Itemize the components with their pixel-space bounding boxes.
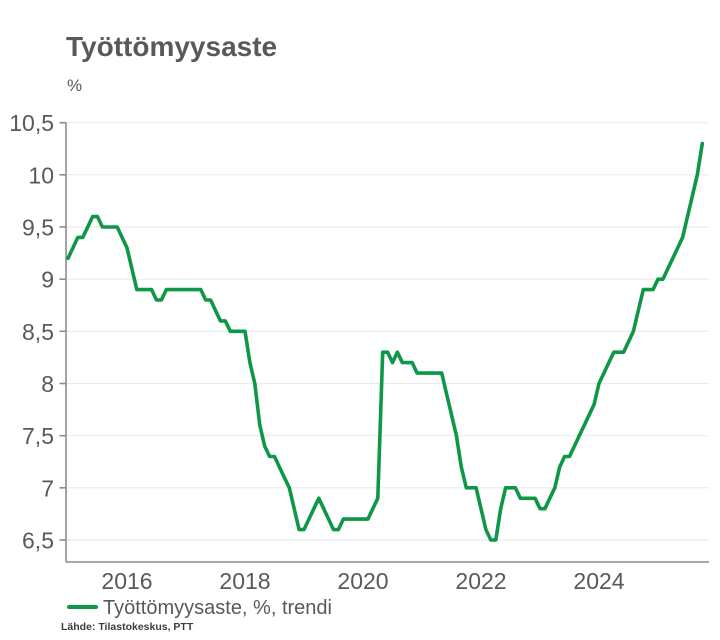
chart-title: Työttömyysaste xyxy=(66,31,278,62)
svg-text:8,5: 8,5 xyxy=(22,319,54,345)
x-axis-tick-labels: 2016 2018 2020 2022 2024 xyxy=(101,568,624,594)
source-note: Lähde: Tilastokeskus, PTT xyxy=(61,621,194,633)
svg-text:9,5: 9,5 xyxy=(22,215,54,241)
svg-text:2018: 2018 xyxy=(219,568,270,594)
series-line-tyottomyysaste-trendi xyxy=(66,141,705,542)
y-axis-tick-labels: 10,5 10 9,5 9 8,5 8 7,5 7 6,5 xyxy=(9,110,54,553)
svg-text:7: 7 xyxy=(41,475,54,501)
gridlines xyxy=(66,122,709,541)
legend-label: Työttömyysaste, %, trendi xyxy=(103,597,332,619)
svg-text:9: 9 xyxy=(41,267,54,293)
svg-text:2022: 2022 xyxy=(455,568,506,594)
svg-text:10,5: 10,5 xyxy=(9,110,54,136)
svg-text:6,5: 6,5 xyxy=(22,528,54,554)
svg-text:7,5: 7,5 xyxy=(22,423,54,449)
legend-line-swatch xyxy=(67,605,98,609)
y-axis-unit-label: % xyxy=(67,76,83,95)
svg-text:2016: 2016 xyxy=(101,568,152,594)
axes xyxy=(59,121,709,563)
svg-text:2020: 2020 xyxy=(337,568,388,594)
svg-text:2024: 2024 xyxy=(573,568,624,594)
svg-text:10: 10 xyxy=(28,162,54,188)
svg-text:8: 8 xyxy=(41,371,54,397)
